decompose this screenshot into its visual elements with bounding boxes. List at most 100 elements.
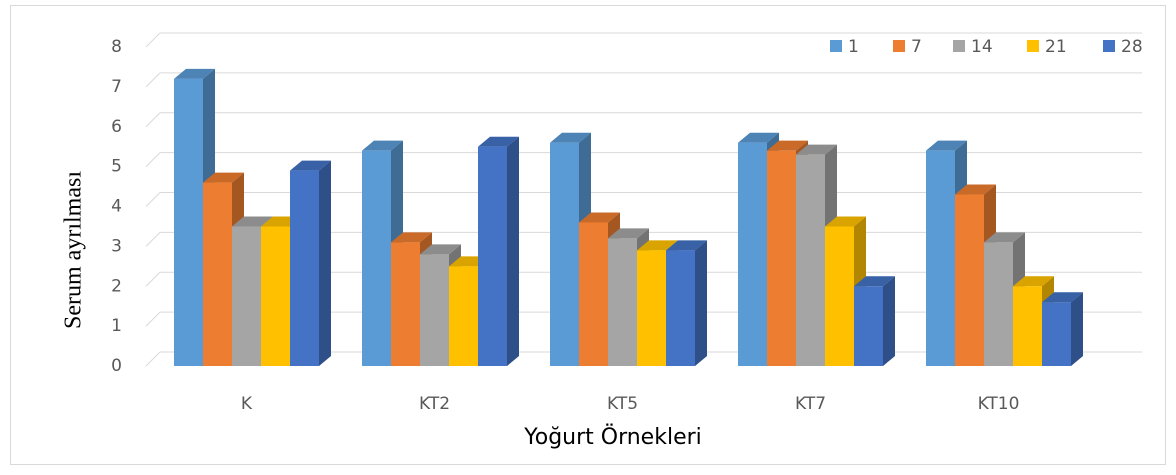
bar	[955, 194, 984, 366]
x-tick-label: KT5	[607, 394, 638, 414]
bar-top-shade	[420, 244, 461, 255]
bar	[738, 142, 767, 366]
bar-top	[955, 184, 996, 195]
bar-top	[926, 140, 967, 151]
bar-top	[579, 212, 620, 223]
bar	[449, 266, 478, 366]
bar-top-shade	[290, 160, 331, 171]
x-axis-title: Yoğurt Örnekleri	[523, 424, 702, 450]
grid-line-side	[145, 271, 161, 287]
grid-line-side	[145, 232, 161, 247]
bar-top	[362, 140, 403, 151]
bar-top	[666, 240, 707, 251]
bar	[420, 254, 449, 366]
bar	[984, 242, 1013, 366]
bar-top	[550, 132, 591, 143]
y-tick-label: 4	[111, 197, 122, 217]
bar	[290, 170, 319, 366]
bar-top	[391, 232, 432, 243]
x-tick-label: KT7	[795, 394, 826, 414]
grid-line-side	[145, 152, 161, 167]
bar-top-shade	[984, 232, 1025, 243]
bar-top-shade	[550, 132, 591, 143]
bar-side-shade	[1071, 292, 1083, 366]
bar-top-shade	[579, 212, 620, 223]
y-tick-label: 5	[111, 157, 122, 177]
legend-label: 28	[1121, 37, 1143, 57]
bar-top-shade	[666, 240, 707, 251]
bar	[550, 142, 579, 366]
bar-top	[767, 140, 808, 151]
bar	[174, 78, 203, 367]
bar	[478, 146, 507, 366]
legend-swatch	[893, 40, 905, 52]
legend-swatch	[1027, 40, 1039, 52]
bar	[608, 238, 637, 366]
y-tick-label: 0	[111, 356, 122, 376]
bar-top	[420, 244, 461, 255]
bar-side-shade	[319, 160, 331, 366]
bar-top-shade	[391, 232, 432, 243]
bar-top-shade	[174, 68, 215, 79]
bar-top	[478, 136, 519, 147]
y-tick-label: 3	[111, 236, 122, 256]
y-tick-label: 6	[111, 117, 122, 137]
bar	[825, 226, 854, 366]
bar-top-shade	[825, 216, 866, 227]
grid-line-side	[145, 72, 161, 88]
grid-line-side	[145, 192, 161, 207]
bar-top	[1042, 292, 1083, 303]
bar	[1013, 286, 1042, 366]
bar-top-shade	[362, 140, 403, 151]
bar-top	[608, 228, 649, 239]
legend-swatch	[953, 40, 965, 52]
bar	[261, 226, 290, 366]
bar-top-shade	[1042, 292, 1083, 303]
y-tick-label: 1	[111, 316, 122, 336]
bar	[637, 250, 666, 366]
bar-top-shade	[478, 136, 519, 147]
bar	[666, 250, 695, 366]
bar-top-shade	[608, 228, 649, 239]
bar-side-shade	[507, 136, 519, 366]
y-tick-label: 2	[111, 276, 122, 296]
bar-top	[203, 172, 244, 183]
bars	[174, 68, 1083, 367]
y-tick-label: 7	[111, 77, 122, 97]
legend-label: 21	[1045, 37, 1067, 57]
bar-top-shade	[767, 140, 808, 151]
x-tick-label: KT2	[419, 394, 450, 414]
legend-label: 14	[971, 37, 993, 57]
bar-top	[796, 144, 837, 155]
bar	[926, 150, 955, 366]
y-tick-label: 8	[111, 37, 122, 57]
bar-top	[637, 240, 678, 251]
bar-top-shade	[926, 140, 967, 151]
bar-top	[1013, 276, 1054, 287]
bar	[579, 222, 608, 366]
legend-label: 1	[848, 37, 859, 57]
bar-top	[738, 132, 779, 143]
bar-top-shade	[203, 172, 244, 183]
bar-side	[1071, 292, 1083, 366]
legend-swatch	[1103, 40, 1115, 52]
x-tick-label: K	[241, 394, 253, 414]
bar-side	[695, 240, 707, 366]
bar-top	[290, 160, 331, 171]
bar-top-shade	[796, 144, 837, 155]
grid-line-side	[145, 311, 161, 327]
bar	[767, 150, 796, 366]
y-axis-title: Serum ayrılması	[61, 171, 87, 329]
grid-line-side	[145, 32, 161, 48]
bar-top	[174, 68, 215, 79]
bar-side	[883, 276, 895, 366]
bar-side-shade	[883, 276, 895, 366]
grid-line-side	[145, 112, 161, 128]
bar	[391, 242, 420, 366]
bar	[796, 154, 825, 366]
x-tick-label: KT10	[978, 394, 1020, 414]
bar	[362, 150, 391, 366]
bar	[854, 286, 883, 366]
bar-top	[825, 216, 866, 227]
